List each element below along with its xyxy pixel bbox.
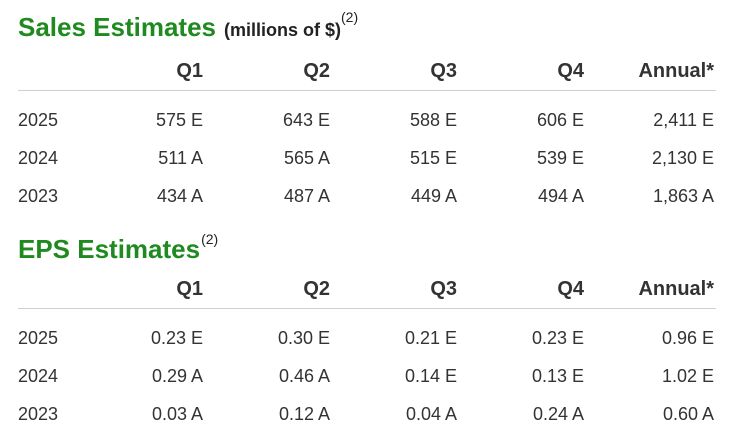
row-year: 2024 (18, 147, 59, 168)
cell-q4: 0.23 E (531, 327, 584, 348)
header-year (18, 270, 78, 309)
eps-estimates-heading: EPS Estimates(2) (18, 231, 219, 265)
cell-q3: 515 E (409, 147, 457, 168)
cell-annual: 2,411 E (653, 109, 714, 130)
table-row: 2024 0.29 A 0.46 A 0.14 E 0.13 E 1.02 E (18, 357, 716, 395)
cell-q4: 0.13 E (531, 365, 584, 386)
header-q4: Q4 (459, 52, 586, 91)
cell-q3: 449 A (410, 185, 457, 206)
header-annual: Annual* (586, 52, 716, 91)
header-q2: Q2 (205, 52, 332, 91)
cell-q2: 487 A (283, 185, 330, 206)
cell-annual: 0.60 A (662, 403, 714, 424)
cell-annual: 1.02 E (661, 365, 714, 386)
cell-q4: 539 E (536, 147, 584, 168)
cell-q3: 0.21 E (404, 327, 457, 348)
header-q1: Q1 (78, 52, 205, 91)
cell-annual: 2,130 E (651, 147, 714, 168)
table-row: 2023 0.03 A 0.12 A 0.04 A 0.24 A 0.60 A (18, 395, 716, 433)
table-header-row: Q1 Q2 Q3 Q4 Annual* (18, 52, 716, 91)
table-row: 2024 511 A 565 A 515 E 539 E 2,130 E (18, 139, 716, 177)
cell-q2: 643 E (282, 109, 330, 130)
header-q4: Q4 (459, 270, 586, 309)
cell-q2: 0.46 A (278, 365, 330, 386)
row-year: 2025 (18, 327, 59, 348)
cell-q1: 575 E (155, 109, 203, 130)
cell-q1: 0.29 A (151, 365, 203, 386)
sales-unit-label: (millions of $) (224, 20, 342, 40)
cell-q1: 511 A (158, 147, 203, 168)
header-q3: Q3 (332, 52, 459, 91)
table-row: 2025 575 E 643 E 588 E 606 E 2,411 E (18, 91, 716, 140)
cell-q3: 0.04 A (405, 403, 457, 424)
cell-q4: 494 A (537, 185, 584, 206)
cell-q4: 606 E (536, 109, 584, 130)
cell-q2: 0.30 E (277, 327, 330, 348)
cell-q1: 434 A (156, 185, 203, 206)
row-year: 2025 (18, 109, 59, 130)
eps-estimates-title: EPS Estimates (18, 234, 201, 264)
eps-estimates-table: Q1 Q2 Q3 Q4 Annual* 2025 0.23 E 0.30 E 0… (18, 270, 716, 433)
sales-footnote-marker: (2) (341, 9, 359, 25)
header-annual: Annual* (586, 270, 716, 309)
sales-estimates-title: Sales Estimates (18, 12, 217, 42)
sales-estimates-table: Q1 Q2 Q3 Q4 Annual* 2025 575 E 643 E 588… (18, 52, 716, 215)
cell-q3: 0.14 E (404, 365, 457, 386)
header-year (18, 52, 78, 91)
eps-footnote-marker: (2) (201, 231, 219, 247)
cell-annual: 0.96 E (661, 327, 714, 348)
cell-q1: 0.23 E (150, 327, 203, 348)
table-header-row: Q1 Q2 Q3 Q4 Annual* (18, 270, 716, 309)
cell-q2: 565 A (283, 147, 330, 168)
table-row: 2025 0.23 E 0.30 E 0.21 E 0.23 E 0.96 E (18, 309, 716, 358)
cell-q3: 588 E (409, 109, 457, 130)
sales-estimates-heading: Sales Estimates (millions of $)(2) (18, 9, 359, 43)
cell-q2: 0.12 A (278, 403, 330, 424)
cell-q4: 0.24 A (532, 403, 584, 424)
row-year: 2023 (18, 185, 59, 206)
table-row: 2023 434 A 487 A 449 A 494 A 1,863 A (18, 177, 716, 215)
header-q2: Q2 (205, 270, 332, 309)
cell-q1: 0.03 A (151, 403, 203, 424)
header-q1: Q1 (78, 270, 205, 309)
header-q3: Q3 (332, 270, 459, 309)
row-year: 2024 (18, 365, 59, 386)
row-year: 2023 (18, 403, 59, 424)
cell-annual: 1,863 A (652, 185, 714, 206)
